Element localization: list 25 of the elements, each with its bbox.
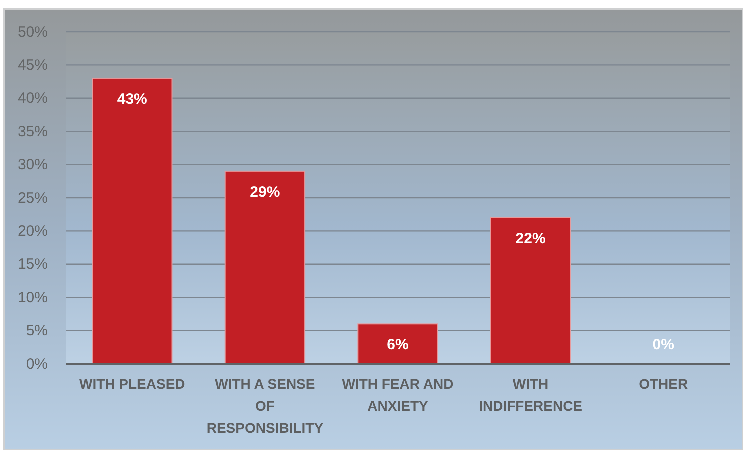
y-tick-label: 25% bbox=[18, 190, 48, 207]
x-tick-label: WITH PLEASED bbox=[80, 376, 186, 392]
y-tick-label: 35% bbox=[18, 123, 48, 140]
bar bbox=[358, 324, 438, 364]
x-tick-label: OTHER bbox=[639, 376, 688, 392]
y-tick-label: 45% bbox=[18, 57, 48, 74]
data-label: 6% bbox=[387, 336, 409, 354]
x-tick-label: WITH A SENSE OF RESPONSIBILITY bbox=[206, 376, 324, 436]
y-tick-label: 5% bbox=[26, 322, 48, 340]
bar bbox=[490, 217, 572, 364]
y-tick-label: 40% bbox=[18, 90, 48, 108]
data-label: 22% bbox=[516, 230, 546, 248]
y-tick-label: 0% bbox=[26, 356, 48, 373]
bar bbox=[92, 78, 173, 364]
y-tick-label: 10% bbox=[18, 289, 48, 306]
bar bbox=[224, 170, 306, 364]
y-tick-label: 30% bbox=[18, 156, 48, 174]
y-tick-label: 20% bbox=[18, 223, 48, 240]
y-tick-label: 50% bbox=[18, 24, 48, 41]
x-tick-label: WITH FEAR AND ANXIETY bbox=[342, 376, 454, 414]
x-tick-label: WITH INDIFFERENCE bbox=[479, 376, 583, 414]
data-label: 0% bbox=[652, 336, 674, 354]
y-tick-label: 15% bbox=[18, 256, 48, 274]
data-label: 29% bbox=[250, 184, 280, 201]
data-label: 43% bbox=[117, 90, 148, 108]
